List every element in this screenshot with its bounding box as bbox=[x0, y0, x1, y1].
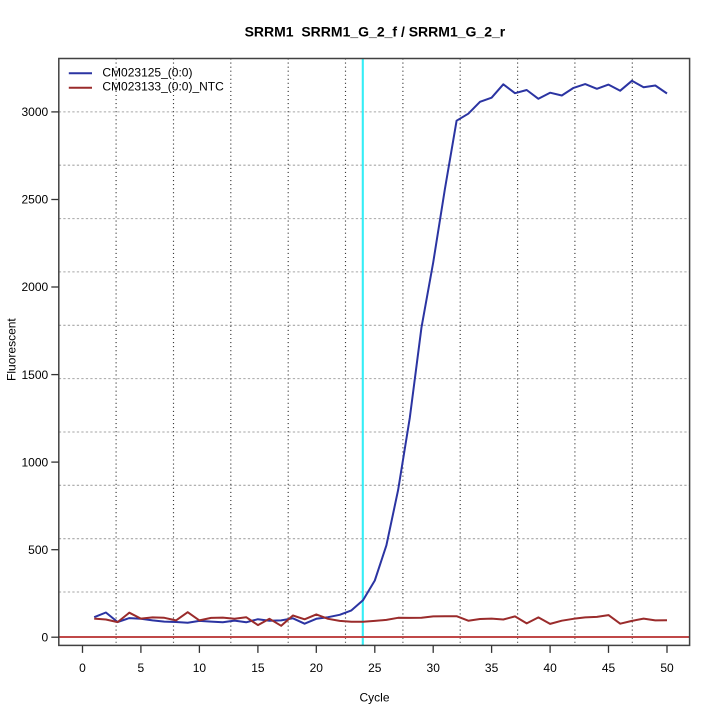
svg-text:0: 0 bbox=[42, 630, 49, 644]
svg-text:25: 25 bbox=[368, 661, 382, 675]
svg-text:5: 5 bbox=[138, 661, 145, 675]
svg-text:1500: 1500 bbox=[21, 368, 48, 382]
svg-text:3000: 3000 bbox=[21, 105, 48, 119]
svg-text:40: 40 bbox=[543, 661, 557, 675]
svg-text:CM023133_(0:0)_NTC: CM023133_(0:0)_NTC bbox=[102, 80, 224, 94]
svg-text:Cycle: Cycle bbox=[359, 690, 389, 704]
svg-text:50: 50 bbox=[660, 661, 674, 675]
svg-text:15: 15 bbox=[251, 661, 265, 675]
svg-text:SRRM1 SRRM1_G_2_f / SRRM1_G_2: SRRM1 SRRM1_G_2_f / SRRM1_G_2_r bbox=[245, 23, 506, 39]
svg-text:1000: 1000 bbox=[21, 455, 48, 469]
svg-text:2000: 2000 bbox=[21, 280, 48, 294]
svg-text:0: 0 bbox=[79, 661, 86, 675]
svg-text:30: 30 bbox=[427, 661, 441, 675]
svg-text:45: 45 bbox=[602, 661, 616, 675]
svg-text:CM023125_(0:0): CM023125_(0:0) bbox=[102, 66, 192, 80]
svg-text:500: 500 bbox=[28, 543, 48, 557]
svg-text:Fluorescent: Fluorescent bbox=[5, 318, 19, 381]
svg-text:35: 35 bbox=[485, 661, 499, 675]
svg-text:10: 10 bbox=[193, 661, 207, 675]
svg-text:20: 20 bbox=[310, 661, 324, 675]
svg-text:2500: 2500 bbox=[21, 193, 48, 207]
